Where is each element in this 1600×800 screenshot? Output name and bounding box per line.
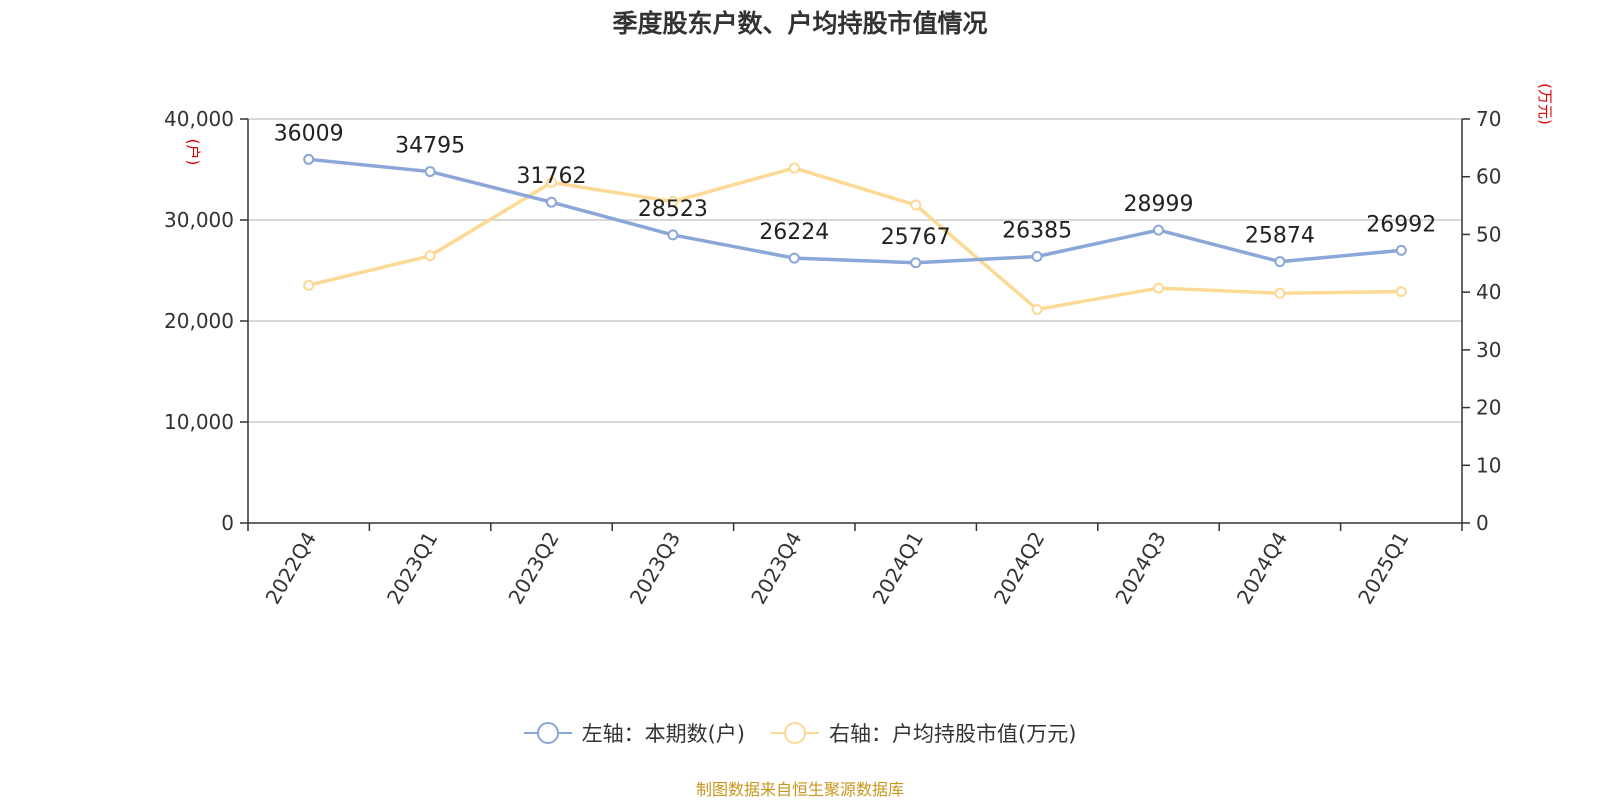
series-1-point[interactable] — [303, 279, 315, 291]
x-axis-tick-label: 2023Q1 — [382, 528, 442, 609]
left-axis-tick-label: 40,000 — [164, 107, 234, 131]
x-axis-tick-label: 2023Q4 — [746, 528, 806, 609]
series-1-point[interactable] — [424, 250, 436, 262]
right-axis-tick-label: 50 — [1476, 222, 1501, 246]
series-line-1 — [308, 166, 1402, 312]
series-0-point[interactable] — [546, 196, 557, 208]
x-axis-tick-label: 2023Q2 — [503, 528, 563, 609]
axes: 0 10,000 20,000 30,000 40,000 0 10 20 30 40 50 60 70… — [164, 83, 1554, 608]
source-note: 制图数据来自恒生聚源数据库 — [695, 780, 904, 799]
series-0-point[interactable] — [1153, 224, 1164, 236]
left-axis-tick-label: 30,000 — [164, 208, 234, 232]
right-axis-tick-label: 70 — [1476, 107, 1501, 131]
series-0-point[interactable] — [788, 252, 800, 264]
data-label: 26992 — [1366, 212, 1436, 237]
x-axis-tick-label: 2022Q4 — [261, 528, 321, 609]
series-1-point[interactable] — [1274, 287, 1286, 299]
x-axis-tick-label: 2024Q1 — [868, 528, 928, 609]
x-axis-tick-label: 2024Q3 — [1110, 528, 1170, 609]
data-label: 25874 — [1245, 224, 1315, 249]
legend-item-right[interactable]: 右轴：户均持股市值(万元) — [771, 718, 1076, 748]
left-axis-tick-label: 20,000 — [164, 309, 234, 333]
series-0-point[interactable] — [667, 229, 679, 241]
data-label: 28523 — [638, 197, 708, 222]
series — [303, 153, 1407, 315]
series-1-point[interactable] — [910, 199, 922, 211]
series-0-point[interactable] — [424, 166, 436, 178]
data-label: 36009 — [274, 121, 344, 146]
series-1-point[interactable] — [546, 176, 557, 188]
series-1-point[interactable] — [1395, 286, 1407, 298]
right-axis-unit: (万元) — [1536, 83, 1554, 125]
right-axis-tick-label: 0 — [1476, 511, 1489, 535]
right-axis-tick-label: 40 — [1476, 280, 1501, 304]
legend-label-right: 右轴：户均持股市值(万元) — [829, 722, 1077, 746]
series-1-point[interactable] — [1031, 303, 1043, 315]
left-axis-tick-label: 10,000 — [164, 410, 234, 434]
series-0-point[interactable] — [303, 153, 315, 165]
legend-line-circle-icon — [771, 722, 819, 744]
left-axis-tick-label: 0 — [221, 511, 234, 535]
chart-title: 季度股东户数、户均持股市值情况 — [612, 9, 988, 38]
gridlines — [248, 118, 1462, 423]
legend-item-left[interactable]: 左轴：本期数(户) — [523, 718, 745, 748]
series-0-point[interactable] — [1031, 251, 1043, 263]
data-label: 34795 — [395, 134, 465, 159]
data-label: 25767 — [881, 225, 951, 250]
x-axis-tick-label: 2023Q3 — [625, 528, 685, 609]
series-1-point[interactable] — [788, 162, 800, 174]
data-label: 28999 — [1124, 192, 1194, 217]
series-0-point[interactable] — [910, 257, 922, 269]
x-axis-tick-label: 2024Q2 — [989, 528, 1049, 609]
legend-label-left: 左轴：本期数(户) — [581, 722, 745, 746]
data-labels: 36009 34795 31762 28523 26224 25767 26385 28999… — [274, 121, 1437, 249]
series-1-point[interactable] — [667, 196, 679, 208]
left-axis-unit: (户) — [184, 139, 202, 166]
right-axis-tick-label: 60 — [1476, 165, 1501, 189]
right-axis-tick-label: 30 — [1476, 338, 1501, 362]
series-0-point[interactable] — [1274, 256, 1286, 268]
x-axis-tick-label: 2025Q1 — [1353, 528, 1413, 609]
data-label: 26224 — [759, 220, 829, 245]
series-line-0 — [308, 157, 1402, 265]
right-axis-tick-label: 20 — [1476, 396, 1501, 420]
series-0-point[interactable] — [1395, 244, 1407, 256]
legend-line-circle-icon — [523, 722, 572, 744]
line-chart: 0 10,000 20,000 30,000 40,000 0 10 20 30 40 50 60 70… — [164, 83, 1554, 608]
data-label: 31762 — [517, 164, 587, 189]
right-axis-tick-label: 10 — [1476, 453, 1501, 477]
data-label: 26385 — [1002, 219, 1072, 244]
legend: 左轴：本期数(户) 右轴：户均持股市值(万元) — [0, 718, 1600, 748]
series-1-point[interactable] — [1153, 282, 1164, 294]
x-axis-tick-label: 2024Q4 — [1232, 528, 1292, 609]
